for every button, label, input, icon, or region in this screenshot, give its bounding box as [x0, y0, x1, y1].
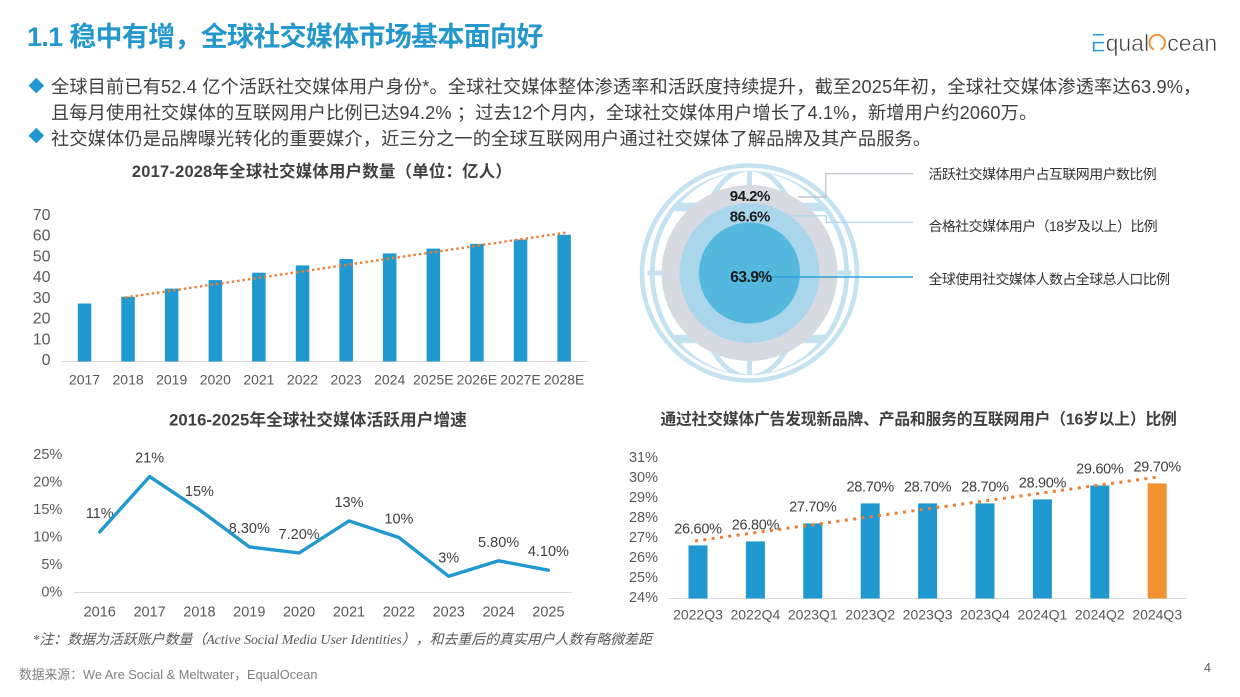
svg-text:31%: 31% [629, 450, 658, 466]
svg-text:26%: 26% [629, 550, 658, 566]
svg-text:2016-2025年全球社交媒体活跃用户增速: 2016-2025年全球社交媒体活跃用户增速 [169, 410, 467, 430]
svg-text:2022: 2022 [383, 605, 415, 621]
svg-text:2020: 2020 [283, 605, 315, 621]
svg-text:94.2%: 94.2% [730, 188, 770, 205]
svg-text:28%: 28% [629, 510, 658, 526]
svg-text:qual: qual [1106, 30, 1149, 56]
svg-text:25%: 25% [629, 570, 658, 586]
svg-text:2017: 2017 [69, 372, 100, 388]
svg-text:15%: 15% [185, 484, 214, 500]
svg-text:26.60%: 26.60% [674, 521, 722, 537]
svg-text:2018: 2018 [113, 372, 144, 388]
svg-text:2023Q3: 2023Q3 [903, 607, 953, 623]
svg-text:2024: 2024 [374, 372, 405, 388]
svg-text:5.80%: 5.80% [478, 535, 519, 551]
svg-text:11%: 11% [86, 506, 114, 522]
svg-text:cean: cean [1167, 30, 1217, 56]
svg-text:2027E: 2027E [500, 372, 540, 388]
svg-text:2024Q2: 2024Q2 [1075, 607, 1125, 623]
svg-text:2023Q1: 2023Q1 [788, 607, 838, 623]
svg-text:24%: 24% [629, 590, 658, 606]
svg-text:0%: 0% [41, 585, 62, 601]
svg-text:2023Q4: 2023Q4 [960, 607, 1010, 623]
svg-text:28.90%: 28.90% [1019, 475, 1067, 491]
svg-text:30%: 30% [629, 470, 658, 486]
svg-text:2017: 2017 [133, 605, 165, 621]
svg-text:70: 70 [33, 207, 51, 224]
svg-text:2019: 2019 [233, 605, 265, 621]
svg-text:2028E: 2028E [544, 372, 584, 388]
svg-text:2018: 2018 [183, 605, 215, 621]
svg-text:2022Q3: 2022Q3 [673, 607, 723, 623]
svg-text:通过社交媒体广告发现新品牌、产品和服务的互联网用户（16岁以: 通过社交媒体广告发现新品牌、产品和服务的互联网用户（16岁以上）比例 [660, 410, 1176, 429]
svg-text:29.60%: 29.60% [1076, 461, 1124, 477]
svg-text:2019: 2019 [156, 372, 187, 388]
svg-text:10%: 10% [33, 530, 62, 546]
svg-text:26.80%: 26.80% [732, 517, 780, 533]
svg-text:2021: 2021 [243, 372, 274, 388]
svg-text:28.70%: 28.70% [847, 479, 895, 495]
svg-text:7.20%: 7.20% [279, 527, 320, 543]
svg-text:2017-2028年全球社交媒体用户数量（单位：亿人）: 2017-2028年全球社交媒体用户数量（单位：亿人） [132, 162, 512, 181]
svg-text:活跃社交媒体用户占互联网用户数比例: 活跃社交媒体用户占互联网用户数比例 [929, 166, 1157, 182]
svg-text:8.30%: 8.30% [229, 521, 270, 537]
svg-text:2023: 2023 [433, 605, 465, 621]
svg-text:15%: 15% [33, 502, 62, 518]
svg-text:10: 10 [33, 331, 51, 348]
svg-text:27%: 27% [629, 530, 658, 546]
svg-text:60: 60 [33, 228, 51, 245]
svg-text:20%: 20% [33, 475, 62, 491]
svg-text:28.70%: 28.70% [961, 479, 1009, 495]
svg-text:30: 30 [33, 290, 51, 307]
svg-text:86.6%: 86.6% [730, 209, 770, 226]
svg-text:25%: 25% [33, 447, 62, 463]
svg-text:合格社交媒体用户（18岁及以上）比例: 合格社交媒体用户（18岁及以上）比例 [929, 218, 1158, 234]
svg-text:29%: 29% [629, 490, 658, 506]
svg-text:29.70%: 29.70% [1134, 459, 1182, 475]
svg-text:2021: 2021 [333, 605, 365, 621]
svg-text:50: 50 [33, 248, 51, 265]
svg-text:2016: 2016 [84, 605, 116, 621]
svg-text:21%: 21% [135, 451, 164, 467]
svg-text:2022Q4: 2022Q4 [730, 607, 780, 623]
svg-text:63.9%: 63.9% [730, 269, 772, 286]
svg-text:0: 0 [42, 352, 51, 369]
svg-text:20: 20 [33, 311, 51, 328]
svg-text:2024: 2024 [482, 605, 514, 621]
svg-text:2026E: 2026E [457, 372, 497, 388]
svg-text:2023Q2: 2023Q2 [845, 607, 895, 623]
svg-text:4.10%: 4.10% [528, 544, 569, 560]
svg-text:28.70%: 28.70% [904, 479, 952, 495]
svg-text:40: 40 [33, 269, 51, 286]
svg-text:2025: 2025 [532, 605, 564, 621]
svg-text:2024Q3: 2024Q3 [1132, 607, 1182, 623]
svg-text:2023: 2023 [331, 372, 362, 388]
svg-text:2020: 2020 [200, 372, 231, 388]
svg-text:2022: 2022 [287, 372, 318, 388]
svg-text:3%: 3% [438, 550, 459, 566]
svg-text:2024Q1: 2024Q1 [1017, 607, 1067, 623]
svg-text:27.70%: 27.70% [789, 499, 837, 515]
svg-text:10%: 10% [384, 512, 413, 528]
svg-text:2025E: 2025E [413, 372, 453, 388]
svg-text:13%: 13% [334, 495, 363, 511]
svg-text:5%: 5% [41, 557, 62, 573]
svg-text:全球使用社交媒体人数占全球总人口比例: 全球使用社交媒体人数占全球总人口比例 [929, 271, 1170, 287]
